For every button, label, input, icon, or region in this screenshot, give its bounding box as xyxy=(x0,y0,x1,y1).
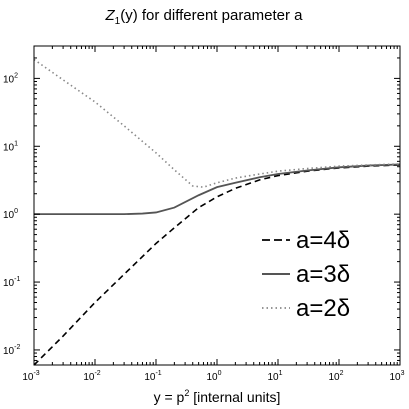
x-tick-label: 10-1 xyxy=(144,370,161,383)
x-tick-label: 100 xyxy=(206,370,221,383)
x-axis-label-superscript: 2 xyxy=(184,388,189,398)
chart-title-subscript: 1 xyxy=(115,16,121,27)
x-axis-label: y = p2 [internal units] xyxy=(154,388,281,405)
chart-title: Z1(y) for different parameter a xyxy=(104,7,303,27)
x-tick-label-base: 10 xyxy=(22,372,34,383)
x-tick-label-base: 10 xyxy=(83,372,95,383)
y-tick-label: 100 xyxy=(3,208,18,221)
legend: a=4δ a=3δ a=2δ xyxy=(262,227,350,322)
series-line-2 xyxy=(34,163,401,216)
x-axis-label-prefix: y = p xyxy=(154,389,185,405)
y-tick-label-exp: 0 xyxy=(14,208,18,215)
x-tick-label-base: 10 xyxy=(389,372,401,383)
x-tick-label: 10-3 xyxy=(22,370,39,383)
y-tick-label-base: 10 xyxy=(3,142,15,153)
x-tick-label: 103 xyxy=(389,370,404,383)
x-axis-label-suffix: [internal units] xyxy=(189,389,280,405)
legend-label-3: a=2δ xyxy=(296,295,350,322)
y-tick-label: 102 xyxy=(3,72,18,85)
y-tick-label-exp: 1 xyxy=(14,140,18,147)
y-tick-label: 10-2 xyxy=(3,344,20,357)
y-tick-label-base: 10 xyxy=(3,346,15,357)
x-tick-label-base: 10 xyxy=(328,372,340,383)
x-tick-label-exp: 0 xyxy=(218,370,222,377)
legend-label-2: a=3δ xyxy=(296,261,350,288)
y-tick-label: 101 xyxy=(3,140,18,153)
series-layer xyxy=(33,58,401,366)
x-tick-label-base: 10 xyxy=(267,372,279,383)
x-tick-label: 101 xyxy=(267,370,282,383)
series-line-3 xyxy=(33,58,401,188)
x-tick-label-exp: 2 xyxy=(340,370,344,377)
chart-title-rest: (y) for different parameter a xyxy=(120,7,303,24)
legend-label-1: a=4δ xyxy=(296,227,350,254)
y-tick-label-base: 10 xyxy=(3,74,15,85)
x-tick-label-exp: -3 xyxy=(33,370,39,377)
x-tick-label-exp: -2 xyxy=(94,370,100,377)
y-tick-label-exp: 2 xyxy=(14,72,18,79)
x-tick-label-exp: 3 xyxy=(401,370,405,377)
x-tick-label-exp: -1 xyxy=(155,370,161,377)
y-tick-label-base: 10 xyxy=(3,210,15,221)
y-tick-label-exp: -2 xyxy=(14,344,20,351)
x-tick-label-base: 10 xyxy=(206,372,218,383)
y-tick-label-base: 10 xyxy=(3,278,15,289)
y-tick-label-exp: -1 xyxy=(14,276,20,283)
x-tick-label: 102 xyxy=(328,370,343,383)
x-tick-label-exp: 1 xyxy=(279,370,283,377)
x-tick-label-base: 10 xyxy=(144,372,156,383)
plot-frame xyxy=(33,45,401,366)
x-tick-label: 10-2 xyxy=(83,370,100,383)
chart-title-symbol: Z xyxy=(104,7,115,24)
y-tick-label: 10-1 xyxy=(3,276,20,289)
